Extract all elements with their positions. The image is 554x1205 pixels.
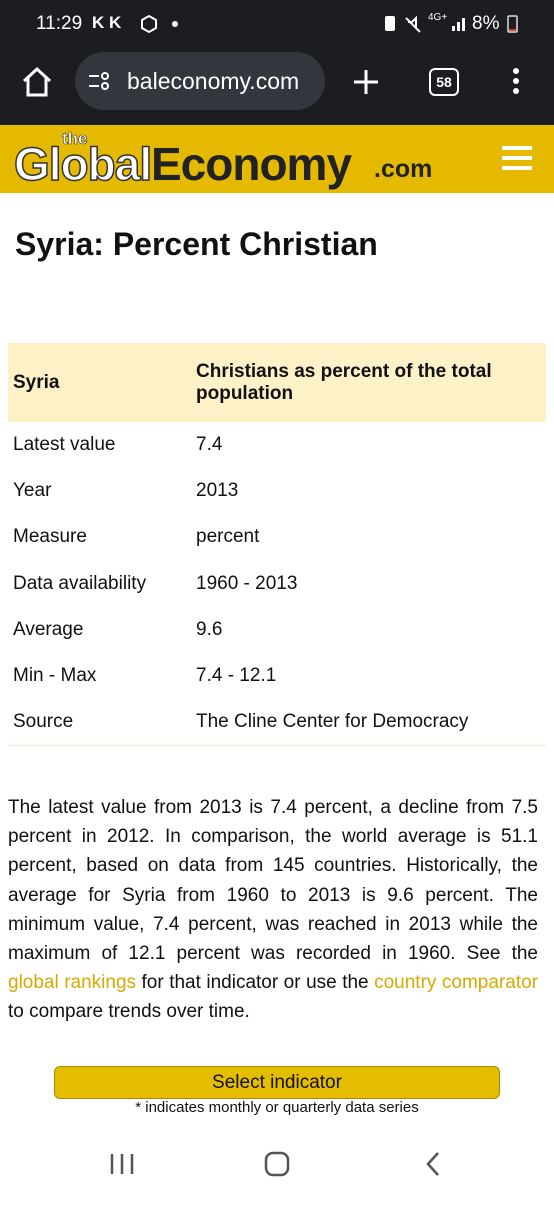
text: The latest value from 2013 is 7.4 percen… (8, 797, 538, 965)
row-value: 1960 - 2013 (196, 572, 298, 594)
logo-the: the (62, 129, 88, 149)
menu-button[interactable] (508, 66, 524, 100)
table-header: Syria Christians as percent of the total… (8, 343, 546, 422)
logo-economy: Economy (151, 138, 352, 190)
battery-level: 8% (472, 13, 500, 34)
row-label: Data availability (13, 572, 147, 594)
nav-bar (0, 1130, 554, 1200)
row-label: Year (13, 480, 52, 502)
logo-global: Global (13, 137, 153, 191)
page-title: Syria: Percent Christian (15, 226, 378, 262)
silent-icons (385, 15, 421, 33)
site-settings-icon[interactable] (87, 71, 111, 91)
network: 4G+ (428, 12, 448, 23)
app-icons: K K (92, 13, 122, 32)
new-tab-button[interactable] (352, 68, 380, 96)
link[interactable]: country comparator (374, 972, 539, 994)
description: The latest value from 2013 is 7.4 percen… (8, 793, 538, 1027)
logo-com: .com (374, 155, 433, 183)
row-label: Average (13, 618, 84, 640)
table-row: Data availability 1960 - 2013 (8, 561, 546, 607)
row-label: Min - Max (13, 665, 97, 687)
nav-buttons (110, 1151, 439, 1177)
home-nav-button[interactable] (264, 1151, 290, 1177)
table-row: Average 9.6 (8, 607, 546, 653)
text: to compare trends over time. (8, 1001, 250, 1023)
browser-bar: baleconomy.com 58 (0, 48, 554, 125)
header-cell: Syria (8, 343, 191, 422)
tab-count[interactable]: 58 (429, 68, 459, 96)
recent-apps-button[interactable] (110, 1154, 134, 1174)
row-value: 7.4 - 12.1 (196, 665, 277, 687)
table-row: Min - Max 7.4 - 12.1 (8, 653, 546, 699)
battery-icon (507, 15, 518, 33)
header-cell: Christians as percent of the total popul… (191, 343, 546, 422)
table-row: Latest value 7.4 (8, 422, 546, 468)
row-value: 9.6 (196, 618, 223, 640)
row-label: Measure (13, 526, 87, 548)
text: for that indicator or use the (136, 972, 375, 994)
table-row: Year 2013 (8, 468, 546, 514)
address-bar[interactable]: baleconomy.com (75, 52, 325, 110)
url-text: baleconomy.com (127, 68, 300, 94)
row-value: The Cline Center for Democracy (191, 699, 546, 747)
row-value: percent (196, 526, 260, 548)
time: 11:29 (36, 13, 83, 34)
status-icons (141, 14, 178, 34)
row-value: 7.4 (196, 434, 223, 456)
indicator-table: Syria Christians as percent of the total… (8, 343, 546, 747)
site-header: the Global Economy .com (0, 125, 554, 193)
link[interactable]: global rankings (8, 972, 137, 994)
row-label: Latest value (13, 434, 116, 456)
table-row: Measure percent (8, 514, 546, 560)
row-label: Source (8, 699, 191, 747)
status-bar: 11:29 K K 4G+ 8% (0, 0, 554, 48)
back-button[interactable] (426, 1152, 439, 1176)
note: * indicates monthly or quarterly data se… (135, 1099, 419, 1116)
table-row: Source The Cline Center for Democracy (8, 699, 546, 747)
home-button[interactable] (20, 66, 54, 98)
row-value: 2013 (196, 480, 239, 502)
site-menu-button[interactable] (502, 144, 532, 174)
select-indicator-button[interactable]: Select indicator (54, 1066, 500, 1099)
signal (452, 18, 465, 31)
